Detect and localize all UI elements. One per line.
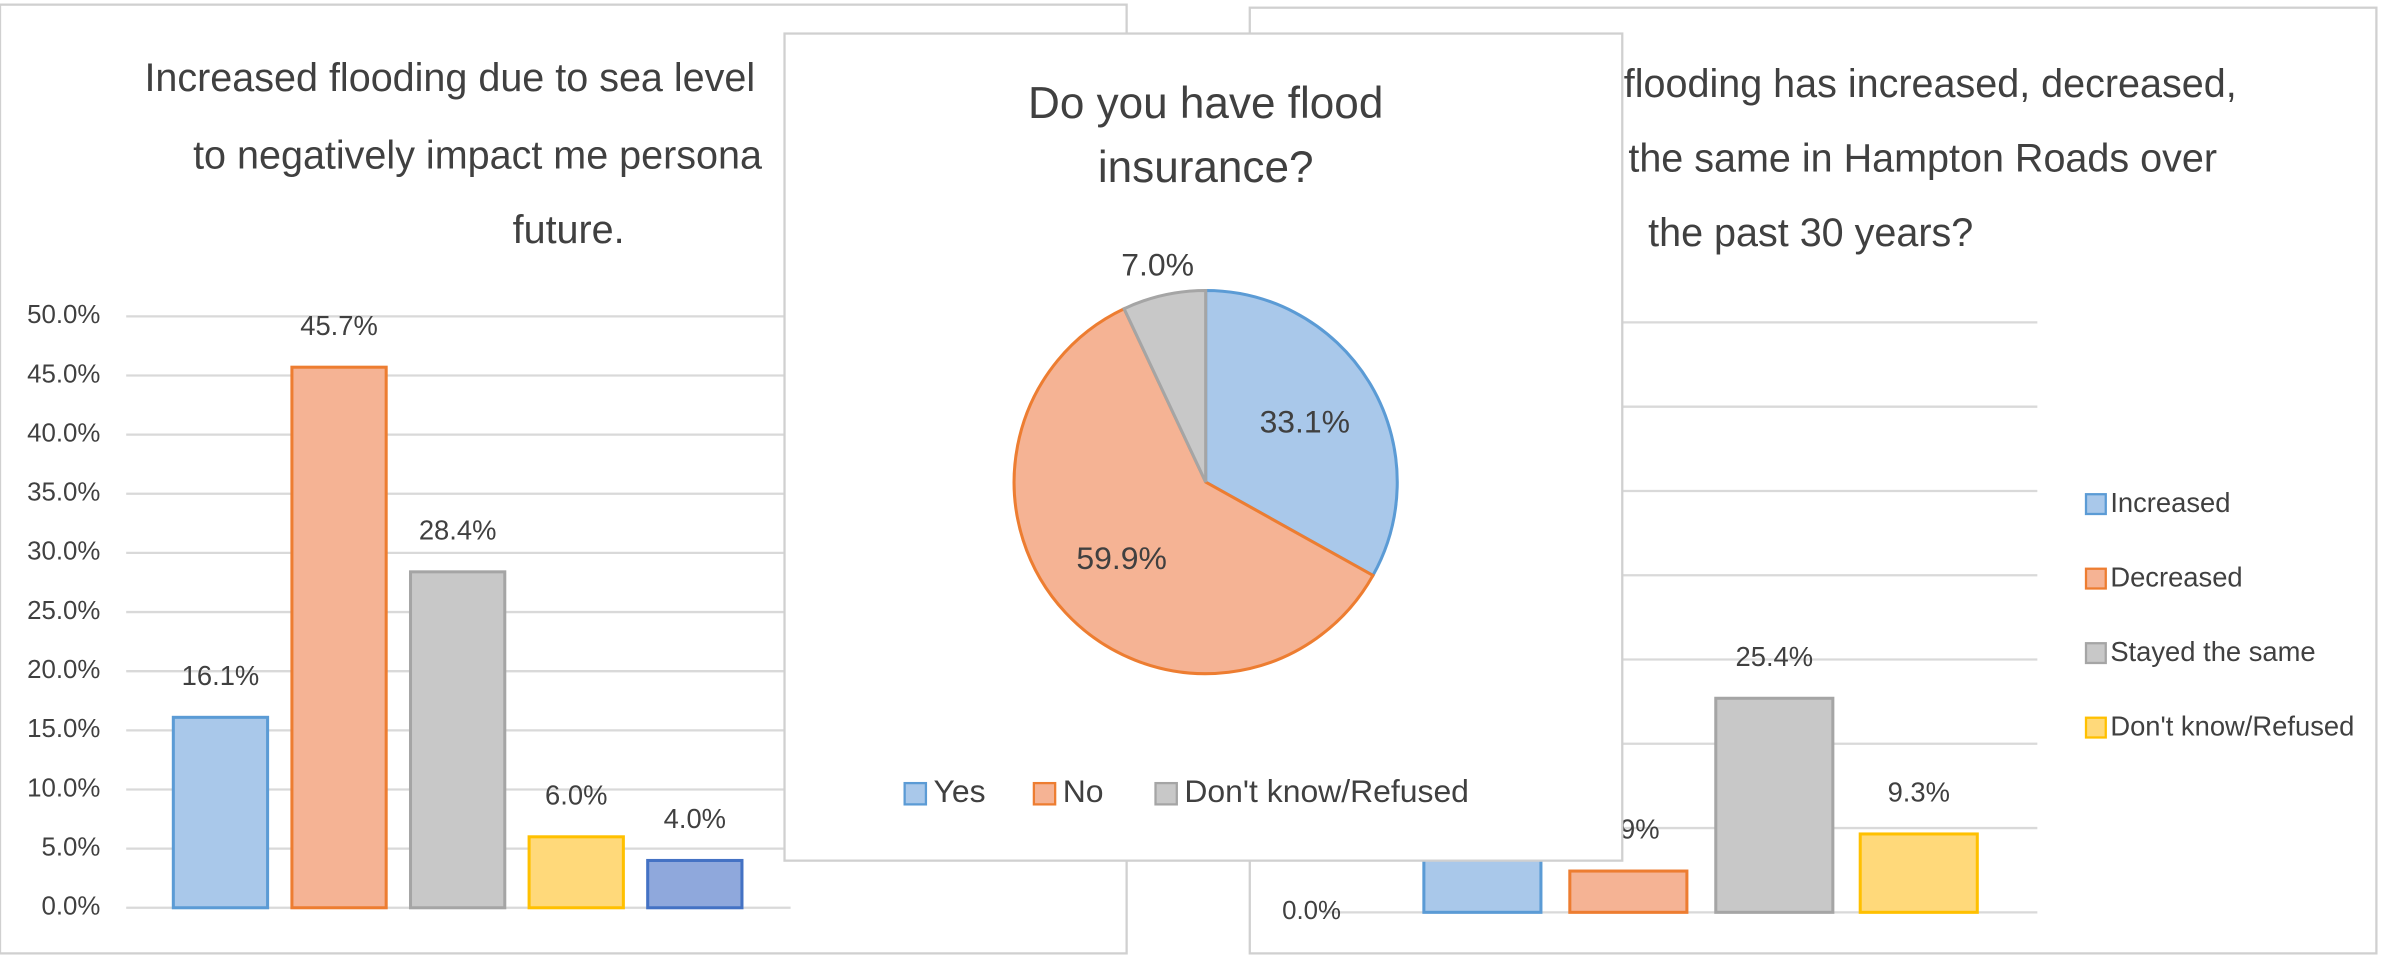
chart-title: Do you have flood xyxy=(1028,79,1383,128)
data-label: 6.0% xyxy=(545,780,607,811)
bar xyxy=(408,570,507,910)
y-tick-label: 5.0% xyxy=(41,833,100,861)
bar xyxy=(1568,869,1689,914)
bar xyxy=(646,858,744,910)
y-tick-label: 45.0% xyxy=(27,360,100,388)
pie-slice xyxy=(1122,288,1208,483)
y-tick-label: 15.0% xyxy=(27,715,100,743)
legend-swatch xyxy=(1032,781,1057,806)
legend-label: Don't know/Refused xyxy=(2110,711,2354,742)
data-label: 45.7% xyxy=(300,310,378,341)
legend-label: No xyxy=(1063,773,1104,809)
bar xyxy=(171,715,270,910)
legend-label: Increased xyxy=(2110,487,2230,518)
chart-title: the past 30 years? xyxy=(1648,211,1973,255)
chart-title: the same in Hampton Roads over xyxy=(1628,137,2217,181)
y-tick-label: 10.0% xyxy=(27,774,100,802)
legend-swatch xyxy=(1154,781,1178,806)
y-tick-label: 50.0% xyxy=(27,301,100,329)
chart-title: future. xyxy=(513,208,625,252)
data-label: 25.4% xyxy=(1736,641,1814,672)
chart-title: flooding has increased, decreased, xyxy=(1624,62,2237,106)
data-label: 7.0% xyxy=(1121,246,1194,282)
y-tick-label: 40.0% xyxy=(27,419,100,447)
pie-slice xyxy=(1012,306,1376,676)
chart-title: to negatively impact me persona xyxy=(193,134,762,178)
legend-label: Yes xyxy=(934,773,986,809)
legend-swatch xyxy=(2084,493,2107,516)
legend-swatch xyxy=(903,781,928,806)
pie-chart: Do you have flood insurance? 33.1% 59.9% 7.0… xyxy=(783,32,1624,862)
y-tick-label: 20.0% xyxy=(27,656,100,684)
bar xyxy=(527,835,625,910)
bar xyxy=(1714,696,1835,914)
y-tick-label: 30.0% xyxy=(27,538,100,566)
y-tick-label: 0.0% xyxy=(41,893,100,921)
data-label: 16.1% xyxy=(182,660,260,691)
legend-swatch xyxy=(2084,567,2107,590)
y-tick-label: 0.0% xyxy=(1282,897,1341,925)
legend-swatch xyxy=(2084,642,2107,665)
bar xyxy=(1858,832,1979,914)
legend-label: Stayed the same xyxy=(2110,636,2315,667)
data-label: 28.4% xyxy=(419,515,497,546)
data-label: 4.0% xyxy=(664,803,726,834)
legend-label: Don't know/Refused xyxy=(1184,773,1469,809)
legend-label: Decreased xyxy=(2110,562,2242,593)
y-tick-label: 25.0% xyxy=(27,597,100,625)
data-label: 9.3% xyxy=(1888,777,1950,808)
chart-title: Increased flooding due to sea level xyxy=(144,56,755,100)
legend-swatch xyxy=(2084,716,2107,739)
chart-title: insurance? xyxy=(1098,143,1314,192)
data-label: 59.9% xyxy=(1076,540,1166,576)
y-tick-label: 35.0% xyxy=(27,479,100,507)
bar xyxy=(290,365,388,910)
pie-slice xyxy=(1204,288,1399,578)
data-label: 33.1% xyxy=(1260,403,1350,439)
